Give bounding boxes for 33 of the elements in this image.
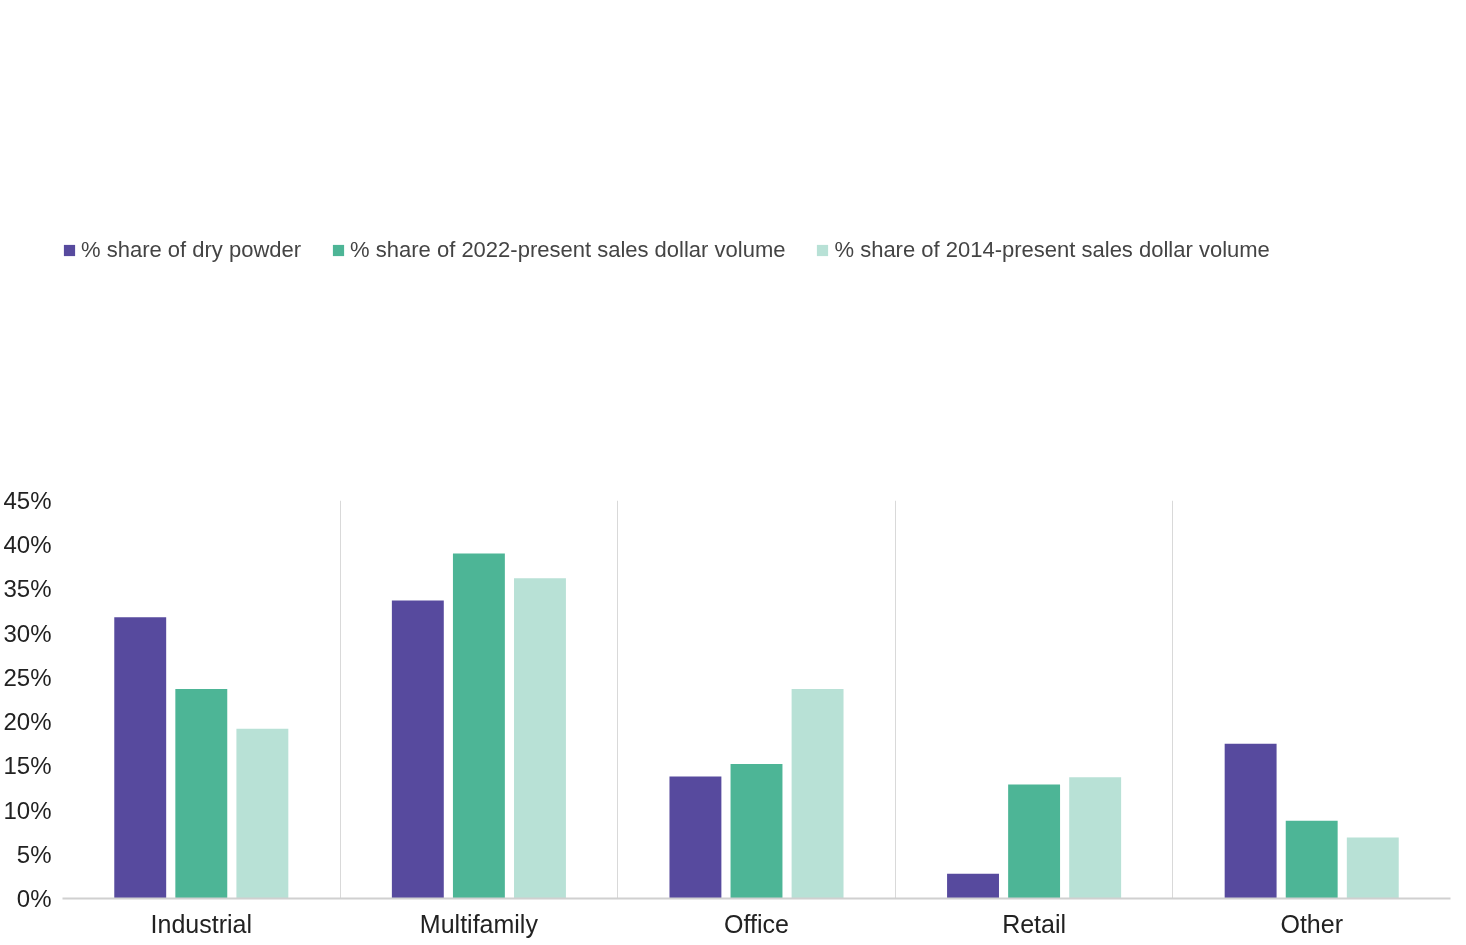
y-tick-label: 20%: [3, 708, 52, 736]
bar: [514, 578, 566, 899]
y-tick-label: 10%: [3, 796, 52, 824]
bar: [114, 617, 167, 899]
bar: [236, 728, 289, 899]
y-tick-label: 45%: [3, 487, 52, 514]
y-tick-label: 5%: [16, 840, 52, 868]
bar: [175, 688, 228, 899]
legend-label: % share of 2014-present sales dollar volume: [834, 237, 1270, 263]
y-tick-label: 25%: [3, 663, 52, 691]
y-tick-label: 40%: [3, 531, 52, 559]
bar: [1285, 820, 1338, 899]
bar: [947, 873, 999, 899]
x-tick-label: Industrial: [150, 909, 253, 938]
bar: [730, 764, 783, 899]
y-tick-label: 15%: [3, 752, 52, 780]
bar: [452, 553, 505, 899]
bar: [1008, 784, 1061, 899]
y-tick-label: 0%: [16, 885, 52, 912]
bar: [1224, 743, 1277, 899]
bar: [391, 600, 444, 899]
x-tick-label: Other: [1280, 909, 1343, 938]
legend-label: % share of 2022-present sales dollar volume: [350, 237, 786, 263]
bar: [1069, 777, 1122, 899]
x-tick-label: Multifamily: [419, 909, 539, 938]
bar: [669, 776, 722, 899]
y-tick-label: 30%: [3, 619, 52, 647]
y-tick-label: 35%: [3, 575, 52, 603]
x-tick-label: Retail: [1002, 909, 1067, 938]
bar: [1346, 837, 1399, 899]
x-tick-label: Office: [724, 909, 789, 938]
bar: [791, 688, 844, 899]
legend-label: % share of dry powder: [81, 237, 302, 263]
